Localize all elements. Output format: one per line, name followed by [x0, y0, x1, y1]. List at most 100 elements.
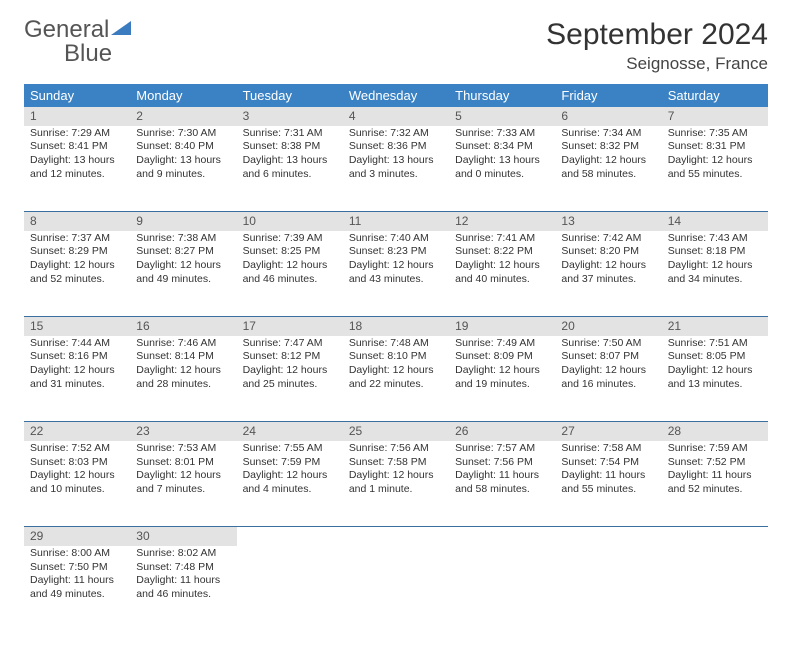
daylight-text: Daylight: 13 hours	[136, 154, 230, 168]
day-number-cell: 28	[662, 422, 768, 441]
sunrise-text: Sunrise: 7:44 AM	[30, 337, 124, 351]
day-number-cell: 10	[237, 212, 343, 231]
logo: General Blue	[24, 18, 133, 66]
weekday-header: Monday	[130, 84, 236, 107]
daylight-text: and 25 minutes.	[243, 378, 337, 392]
daylight-text: Daylight: 12 hours	[349, 364, 443, 378]
daylight-text: and 10 minutes.	[30, 483, 124, 497]
day-content-cell: Sunrise: 7:58 AMSunset: 7:54 PMDaylight:…	[555, 441, 661, 527]
location: Seignosse, France	[546, 54, 768, 74]
weekday-header: Friday	[555, 84, 661, 107]
sunset-text: Sunset: 7:54 PM	[561, 456, 655, 470]
daylight-text: and 13 minutes.	[668, 378, 762, 392]
day-number-cell: 11	[343, 212, 449, 231]
daylight-text: and 9 minutes.	[136, 168, 230, 182]
day-content-cell: Sunrise: 7:50 AMSunset: 8:07 PMDaylight:…	[555, 336, 661, 422]
sunset-text: Sunset: 8:38 PM	[243, 140, 337, 154]
daylight-text: and 52 minutes.	[668, 483, 762, 497]
daylight-text: and 46 minutes.	[136, 588, 230, 602]
daynum-row: 891011121314	[24, 212, 768, 231]
day-content-cell: Sunrise: 7:32 AMSunset: 8:36 PMDaylight:…	[343, 126, 449, 212]
sunrise-text: Sunrise: 7:58 AM	[561, 442, 655, 456]
day-number-cell	[237, 527, 343, 546]
day-number-cell	[555, 527, 661, 546]
weekday-header: Wednesday	[343, 84, 449, 107]
daylight-text: Daylight: 11 hours	[30, 574, 124, 588]
day-number-cell: 29	[24, 527, 130, 546]
sunrise-text: Sunrise: 7:31 AM	[243, 127, 337, 141]
weekday-header-row: Sunday Monday Tuesday Wednesday Thursday…	[24, 84, 768, 107]
daylight-text: and 19 minutes.	[455, 378, 549, 392]
daylight-text: and 22 minutes.	[349, 378, 443, 392]
daylight-text: Daylight: 12 hours	[455, 364, 549, 378]
sunset-text: Sunset: 7:56 PM	[455, 456, 549, 470]
daylight-text: Daylight: 12 hours	[30, 364, 124, 378]
day-number-cell: 21	[662, 317, 768, 336]
daylight-text: and 58 minutes.	[561, 168, 655, 182]
sunrise-text: Sunrise: 7:47 AM	[243, 337, 337, 351]
daylight-text: Daylight: 12 hours	[243, 364, 337, 378]
day-content-cell: Sunrise: 7:59 AMSunset: 7:52 PMDaylight:…	[662, 441, 768, 527]
day-content-cell: Sunrise: 7:48 AMSunset: 8:10 PMDaylight:…	[343, 336, 449, 422]
calendar-page: General Blue September 2024 Seignosse, F…	[0, 0, 792, 650]
daylight-text: Daylight: 11 hours	[668, 469, 762, 483]
day-content-cell: Sunrise: 7:38 AMSunset: 8:27 PMDaylight:…	[130, 231, 236, 317]
day-content-cell: Sunrise: 7:33 AMSunset: 8:34 PMDaylight:…	[449, 126, 555, 212]
sunset-text: Sunset: 8:12 PM	[243, 350, 337, 364]
sunrise-text: Sunrise: 7:41 AM	[455, 232, 549, 246]
sunset-text: Sunset: 8:29 PM	[30, 245, 124, 259]
day-number-cell: 19	[449, 317, 555, 336]
daylight-text: Daylight: 12 hours	[349, 469, 443, 483]
sunrise-text: Sunrise: 7:57 AM	[455, 442, 549, 456]
day-number-cell: 26	[449, 422, 555, 441]
day-content-cell: Sunrise: 7:52 AMSunset: 8:03 PMDaylight:…	[24, 441, 130, 527]
daylight-text: Daylight: 12 hours	[561, 364, 655, 378]
day-content-cell	[449, 546, 555, 632]
day-number-cell: 25	[343, 422, 449, 441]
day-content-cell: Sunrise: 7:49 AMSunset: 8:09 PMDaylight:…	[449, 336, 555, 422]
daylight-text: and 12 minutes.	[30, 168, 124, 182]
day-number-cell: 4	[343, 107, 449, 126]
daylight-text: Daylight: 12 hours	[136, 364, 230, 378]
sunrise-text: Sunrise: 7:39 AM	[243, 232, 337, 246]
header: General Blue September 2024 Seignosse, F…	[24, 18, 768, 74]
sunrise-text: Sunrise: 7:34 AM	[561, 127, 655, 141]
day-number-cell	[662, 527, 768, 546]
daylight-text: and 28 minutes.	[136, 378, 230, 392]
day-number-cell: 6	[555, 107, 661, 126]
day-content-cell: Sunrise: 7:29 AMSunset: 8:41 PMDaylight:…	[24, 126, 130, 212]
day-number-cell: 14	[662, 212, 768, 231]
daynum-row: 2930	[24, 527, 768, 546]
day-content-cell: Sunrise: 7:44 AMSunset: 8:16 PMDaylight:…	[24, 336, 130, 422]
sunset-text: Sunset: 8:14 PM	[136, 350, 230, 364]
weekday-header: Saturday	[662, 84, 768, 107]
sunrise-text: Sunrise: 7:46 AM	[136, 337, 230, 351]
daylight-text: and 31 minutes.	[30, 378, 124, 392]
sunset-text: Sunset: 8:18 PM	[668, 245, 762, 259]
day-content-cell: Sunrise: 8:02 AMSunset: 7:48 PMDaylight:…	[130, 546, 236, 632]
day-content-cell: Sunrise: 7:34 AMSunset: 8:32 PMDaylight:…	[555, 126, 661, 212]
logo-triangle-icon	[111, 19, 133, 42]
day-content-cell: Sunrise: 7:57 AMSunset: 7:56 PMDaylight:…	[449, 441, 555, 527]
daylight-text: and 55 minutes.	[668, 168, 762, 182]
daylight-text: Daylight: 12 hours	[561, 259, 655, 273]
daylight-text: Daylight: 11 hours	[455, 469, 549, 483]
title-block: September 2024 Seignosse, France	[546, 18, 768, 74]
day-content-cell: Sunrise: 7:41 AMSunset: 8:22 PMDaylight:…	[449, 231, 555, 317]
sunset-text: Sunset: 8:23 PM	[349, 245, 443, 259]
sunset-text: Sunset: 7:59 PM	[243, 456, 337, 470]
day-content-cell: Sunrise: 7:43 AMSunset: 8:18 PMDaylight:…	[662, 231, 768, 317]
day-number-cell	[449, 527, 555, 546]
sunrise-text: Sunrise: 8:02 AM	[136, 547, 230, 561]
daylight-text: and 55 minutes.	[561, 483, 655, 497]
daylight-text: and 52 minutes.	[30, 273, 124, 287]
day-content-cell: Sunrise: 7:30 AMSunset: 8:40 PMDaylight:…	[130, 126, 236, 212]
day-number-cell: 9	[130, 212, 236, 231]
day-number-cell: 24	[237, 422, 343, 441]
weekday-header: Tuesday	[237, 84, 343, 107]
sunrise-text: Sunrise: 7:53 AM	[136, 442, 230, 456]
daylight-text: and 46 minutes.	[243, 273, 337, 287]
day-number-cell: 15	[24, 317, 130, 336]
daylight-text: Daylight: 12 hours	[668, 154, 762, 168]
daylight-text: and 4 minutes.	[243, 483, 337, 497]
